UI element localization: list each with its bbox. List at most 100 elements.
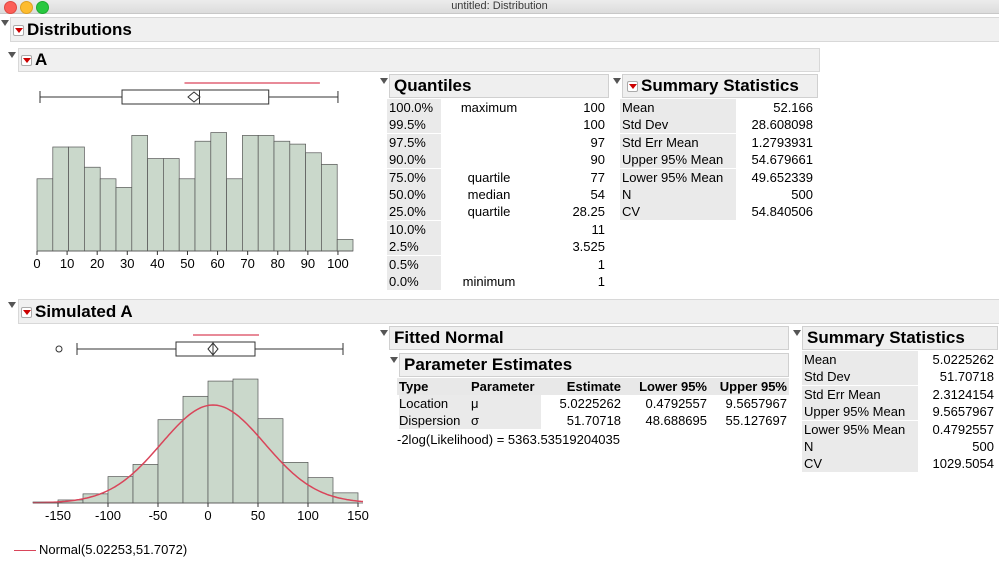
a-x-tick-label: 70 xyxy=(240,256,254,271)
fitted-normal-disclosure-icon[interactable] xyxy=(380,330,388,336)
quantile-value: 11 xyxy=(591,221,606,237)
param-cell: Dispersion xyxy=(399,412,473,429)
sim-summary-value: 51.70718 xyxy=(939,369,994,385)
sim-x-tick-label: 150 xyxy=(347,508,369,523)
sim-menu-icon[interactable] xyxy=(21,307,32,319)
a-summary-label: N xyxy=(620,186,736,203)
a-box xyxy=(121,89,270,105)
sim-hist-bar xyxy=(107,476,134,504)
sim-summary-row: Std Err Mean 2.3124154 xyxy=(802,385,996,403)
zoom-window-button[interactable] xyxy=(36,1,49,14)
a-hist-bar xyxy=(163,158,180,252)
a-summary-row: Mean 52.166 xyxy=(620,99,815,116)
param-cell: 51.70718 xyxy=(566,413,621,428)
a-hist-bar xyxy=(99,178,117,252)
sim-summary-row: N 500 xyxy=(802,438,996,455)
a-title: A xyxy=(35,50,48,69)
a-x-tick-label: 40 xyxy=(150,256,164,271)
a-hist-bar xyxy=(194,140,212,252)
quantile-row: 99.5% 100 xyxy=(387,116,607,134)
a-hist-bar xyxy=(336,239,354,252)
param-estimates-disclosure-icon[interactable] xyxy=(390,357,398,363)
sim-x-tick-label: 100 xyxy=(297,508,319,523)
a-summary-value: 28.608098 xyxy=(751,117,813,133)
param-cell: Location xyxy=(399,395,473,412)
a-hist-bar xyxy=(242,135,259,252)
sim-box xyxy=(175,341,256,357)
normal-legend-swatch xyxy=(14,550,36,551)
summary-sim-table: Mean 5.0225262 Std Dev 51.70718 Std Err Mean… xyxy=(802,351,996,475)
a-x-tick-label: 20 xyxy=(90,256,104,271)
a-hist-bar xyxy=(68,146,85,252)
a-hist-bar xyxy=(178,178,196,252)
sim-summary-label: Std Dev xyxy=(802,368,918,386)
quantile-row: 25.0% quartile 28.25 xyxy=(387,203,607,221)
quantile-value: 90 xyxy=(590,152,605,168)
sim-disclosure-icon[interactable] xyxy=(8,302,16,308)
quantile-value: 3.525 xyxy=(572,239,605,255)
sim-title: Simulated A xyxy=(35,302,133,321)
distributions-menu-icon[interactable] xyxy=(13,25,24,37)
summary-a-header: Summary Statistics xyxy=(622,74,818,98)
a-x-tick-label: 80 xyxy=(271,256,285,271)
sim-summary-label: CV xyxy=(802,455,918,473)
a-x-tick-label: 0 xyxy=(33,256,40,271)
window-titlebar: untitled: Distribution xyxy=(0,0,999,14)
a-hist-bar xyxy=(36,178,54,252)
sim-x-tick-label: -50 xyxy=(149,508,168,523)
a-histogram-plot: 0 10 20 30 40 50 60 70 80 90 100 xyxy=(33,82,354,271)
a-summary-value: 52.166 xyxy=(773,100,813,115)
a-x-tick-label: 60 xyxy=(210,256,224,271)
a-summary-label: Upper 95% Mean xyxy=(620,151,736,169)
minimize-window-button[interactable] xyxy=(20,1,33,14)
a-hist-bar xyxy=(84,166,101,252)
sim-summary-row: Mean 5.0225262 xyxy=(802,351,996,368)
param-estimates-table: Type Parameter Estimate Lower 95% Upper 95% L… xyxy=(397,378,789,430)
param-row: Dispersion σ 51.70718 48.688695 55.127697 xyxy=(397,412,789,429)
a-summary-row: N 500 xyxy=(620,186,815,203)
a-disclosure-icon[interactable] xyxy=(8,52,16,58)
sim-summary-label: Std Err Mean xyxy=(802,385,918,403)
summary-sim-disclosure-icon[interactable] xyxy=(793,330,801,336)
param-cell: 0.4792557 xyxy=(645,396,707,411)
quantile-row: 75.0% quartile 77 xyxy=(387,168,607,186)
sim-summary-row: Upper 95% Mean 9.5657967 xyxy=(802,403,996,421)
param-cell: 55.127697 xyxy=(725,413,787,428)
a-summary-label: Mean xyxy=(620,99,736,116)
summary-a-menu-icon[interactable] xyxy=(627,81,638,93)
quantile-label: minimum xyxy=(462,274,516,289)
a-x-tick-label: 50 xyxy=(180,256,194,271)
quantile-row: 0.0% minimum 1 xyxy=(387,273,607,290)
a-summary-label: CV xyxy=(620,203,736,221)
sim-summary-row: Lower 95% Mean 0.4792557 xyxy=(802,420,996,438)
quantile-pct: 0.5% xyxy=(387,255,441,273)
a-summary-row: Std Dev 28.608098 xyxy=(620,116,815,134)
close-window-button[interactable] xyxy=(4,1,17,14)
window-title: untitled: Distribution xyxy=(451,0,548,12)
a-hist-bar xyxy=(147,158,164,252)
a-menu-icon[interactable] xyxy=(21,55,32,67)
quantile-pct: 75.0% xyxy=(387,168,441,186)
quantile-label: maximum xyxy=(460,100,518,115)
quantile-value: 77 xyxy=(590,169,605,185)
loglik-text: -2log(Likelihood) = 5363.53519204035 xyxy=(397,432,620,447)
sim-summary-value: 9.5657967 xyxy=(932,404,994,420)
sim-summary-row: CV 1029.5054 xyxy=(802,455,996,473)
summary-a-disclosure-icon[interactable] xyxy=(613,78,621,84)
sim-summary-label: Upper 95% Mean xyxy=(802,403,918,421)
a-summary-value: 54.679661 xyxy=(751,152,813,168)
quantiles-disclosure-icon[interactable] xyxy=(380,78,388,84)
distributions-disclosure-icon[interactable] xyxy=(1,20,9,26)
quantile-row: 10.0% 11 xyxy=(387,220,607,238)
quantiles-table: 100.0% maximum 100 99.5% 100 97.5% 97 90.0% 90 75… xyxy=(387,99,607,291)
sim-summary-value: 1029.5054 xyxy=(932,456,994,472)
quantile-row: 90.0% 90 xyxy=(387,151,607,169)
sim-x-tick-label: -100 xyxy=(95,508,121,523)
quantile-label: quartile xyxy=(467,204,511,220)
quantile-value: 54 xyxy=(590,187,605,202)
summary-a-title: Summary Statistics xyxy=(641,76,799,95)
sim-summary-label: Mean xyxy=(802,351,918,368)
quantile-value: 97 xyxy=(590,134,605,150)
quantile-pct: 50.0% xyxy=(387,186,441,203)
param-cell: σ xyxy=(471,412,541,429)
